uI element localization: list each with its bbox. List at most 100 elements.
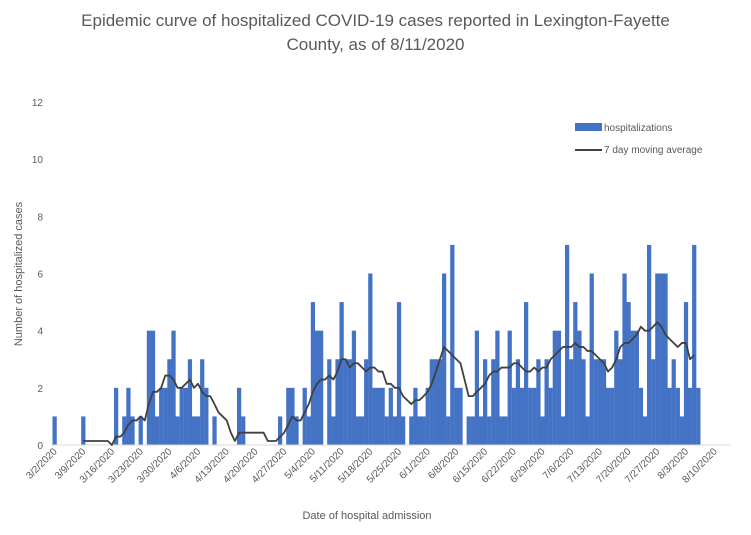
chart-title-line-1: Epidemic curve of hospitalized COVID-19 … (81, 11, 670, 30)
chart-title-line-2: County, as of 8/11/2020 (286, 35, 465, 54)
y-tick-label: 6 (37, 270, 43, 281)
bar (396, 302, 402, 445)
bar (577, 330, 582, 445)
bar (478, 416, 484, 445)
bar (548, 387, 553, 445)
bar (425, 387, 430, 445)
y-tick-label: 10 (32, 155, 44, 166)
bar (409, 416, 414, 445)
bar (417, 416, 422, 445)
bar (191, 416, 197, 445)
bar (671, 359, 676, 445)
bars-layer (52, 244, 701, 445)
bar (565, 244, 570, 445)
bar (511, 387, 516, 445)
bar (294, 416, 299, 445)
y-tick-label: 12 (32, 98, 44, 109)
bar (150, 330, 156, 445)
legend-line-label: 7 day moving average (604, 145, 703, 156)
bar (331, 416, 336, 445)
bar (651, 359, 656, 445)
bar (278, 416, 283, 445)
bar (544, 359, 549, 445)
bar (433, 359, 439, 445)
bar (659, 273, 664, 445)
bar (585, 416, 590, 445)
bar (581, 359, 586, 445)
bar (446, 416, 451, 445)
moving-average-line (83, 321, 695, 446)
bar (454, 387, 459, 445)
bar (614, 330, 619, 445)
bar (503, 416, 508, 445)
bar (167, 359, 172, 445)
bar (552, 330, 557, 445)
bar (618, 359, 623, 445)
legend-bar-label: hospitalizations (604, 123, 672, 134)
bar (450, 244, 455, 445)
bar (540, 416, 545, 445)
bar (606, 387, 611, 445)
bar (499, 416, 504, 445)
bar (638, 387, 644, 445)
bar (364, 359, 369, 445)
line-layer (83, 321, 695, 446)
bar (470, 416, 475, 445)
bar (524, 302, 529, 445)
bar (286, 387, 291, 445)
bar (630, 330, 635, 445)
bar (114, 387, 119, 445)
bar (647, 244, 652, 445)
bar (81, 416, 86, 445)
bar (597, 359, 603, 445)
bar (429, 359, 434, 445)
bar (466, 416, 471, 445)
bar (688, 387, 693, 445)
bar (437, 359, 443, 445)
bar (126, 387, 131, 445)
bar (528, 387, 533, 445)
bar (388, 387, 393, 445)
bar (442, 273, 447, 445)
y-tick-label: 4 (37, 327, 43, 338)
bar (319, 330, 324, 445)
bar (413, 387, 418, 445)
bar (241, 416, 246, 445)
bar (519, 387, 525, 445)
bar (675, 387, 680, 445)
bar (376, 387, 381, 445)
bar (556, 330, 562, 445)
bar (474, 330, 480, 445)
legend-bar-swatch (575, 123, 602, 131)
bar (515, 359, 521, 445)
bar (314, 330, 320, 445)
bar (384, 416, 389, 445)
bar (483, 359, 488, 445)
bar (155, 416, 160, 445)
bar (634, 330, 639, 445)
bar (306, 416, 311, 445)
bar (339, 302, 344, 445)
bar (491, 359, 496, 445)
bar (495, 330, 500, 445)
y-tick-label: 0 (37, 441, 43, 452)
bar (146, 330, 152, 445)
bar (622, 273, 627, 445)
bar (589, 273, 594, 445)
bar (138, 416, 143, 445)
bar (532, 387, 537, 445)
bar (368, 273, 373, 445)
bar (351, 330, 357, 445)
x-axis-label: Date of hospital admission (302, 510, 431, 522)
bar (421, 416, 426, 445)
bar (401, 416, 406, 445)
bar (569, 359, 574, 445)
bar (679, 416, 685, 445)
bar (692, 244, 697, 445)
bar (380, 387, 385, 445)
bar (343, 359, 348, 445)
bar (200, 359, 205, 445)
bar (347, 359, 352, 445)
bar (536, 359, 541, 445)
